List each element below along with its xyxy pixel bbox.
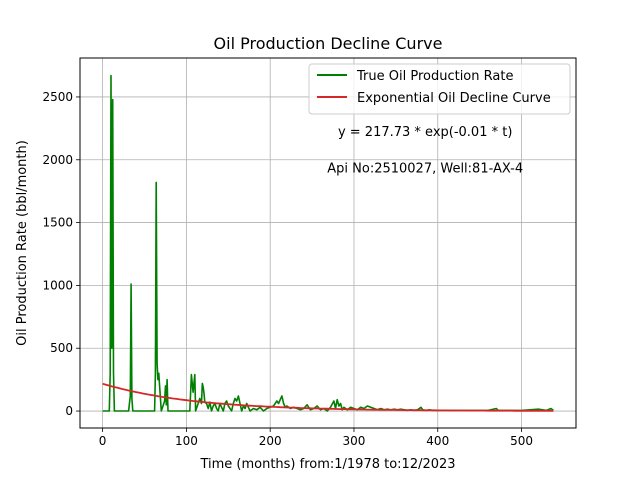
y-tick-label: 1500 [42, 216, 73, 230]
y-tick-label: 1000 [42, 278, 73, 292]
y-tick-label: 2500 [42, 90, 73, 104]
plot-frame [79, 57, 577, 429]
x-tick-label: 200 [259, 434, 282, 448]
chart-title: Oil Production Decline Curve [214, 34, 443, 53]
plot-area-background [80, 58, 576, 428]
y-tick-label: 0 [65, 404, 73, 418]
y-axis-ticks: 0 500 1000 1500 2000 2500 [42, 90, 80, 418]
series-exponential-oil-decline-curve [102, 382, 554, 412]
well-annotation: Api No:2510027, Well:81-AX-4 [327, 161, 523, 176]
x-axis-label: Time (months) from:1/1978 to:12/2023 [199, 457, 455, 472]
series-layer [102, 74, 554, 412]
y-tick-label: 2000 [42, 153, 73, 167]
x-axis-ticks: 0 100 200 300 400 500 [99, 428, 533, 448]
x-tick-label: 0 [99, 434, 107, 448]
legend-label-true-rate: True Oil Production Rate [356, 69, 513, 84]
y-tick-label: 500 [50, 341, 73, 355]
legend-label-exponential-curve: Exponential Oil Decline Curve [357, 91, 551, 106]
equation-annotation: y = 217.73 * exp(-0.01 * t) [338, 125, 512, 140]
x-tick-label: 400 [426, 434, 449, 448]
legend: True Oil Production Rate Exponential Oil… [308, 63, 571, 115]
x-tick-label: 300 [343, 434, 366, 448]
legend-box [308, 63, 571, 115]
y-axis-label: Oil Production Rate (bbl/month) [15, 140, 30, 346]
x-tick-label: 500 [510, 434, 533, 448]
x-tick-label: 100 [175, 434, 198, 448]
